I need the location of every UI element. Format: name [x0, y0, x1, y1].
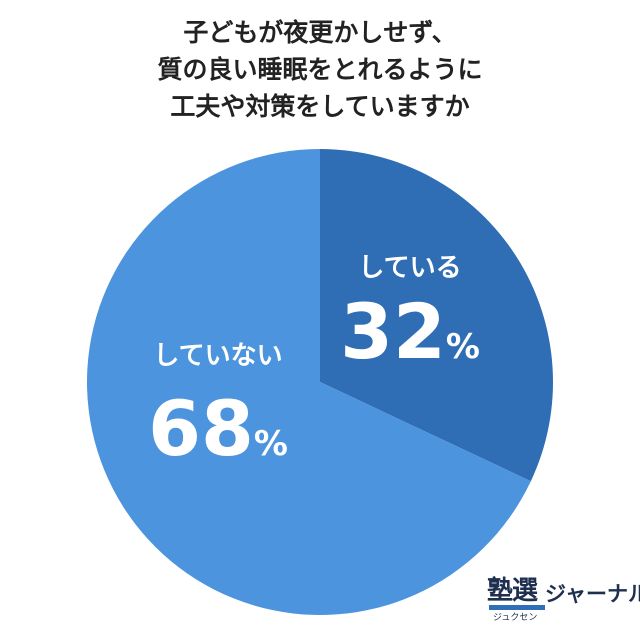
- chart-title-line-2: 質の良い睡眠をとれるように: [157, 55, 483, 84]
- chart-title: 子どもが夜更かしせず、 質の良い睡眠をとれるように 工夫や対策をしていますか: [0, 14, 640, 125]
- slice-value-number-1: 32: [340, 287, 446, 376]
- slice-label-1: している: [358, 253, 461, 283]
- logo-ruby: ジュクセン: [493, 613, 538, 623]
- slice-value-number-2: 68: [148, 384, 254, 473]
- logo-mark: 塾選: [487, 576, 538, 606]
- brand-logo: 塾選 ジュクセン ジャーナル: [487, 568, 640, 626]
- pie-slice-2: [86, 148, 531, 616]
- chart-title-line-3: 工夫や対策をしていますか: [170, 92, 470, 121]
- slice-value-unit-1: %: [446, 327, 480, 367]
- chart-title-line-1: 子どもが夜更かしせず、: [183, 18, 457, 47]
- logo-underline: [489, 605, 545, 610]
- pie-slice-1: [320, 149, 553, 482]
- slice-label-2: していない: [153, 341, 282, 371]
- slice-value-1: 32%: [340, 287, 480, 376]
- slice-value-2: 68%: [148, 384, 288, 473]
- logo-text: ジャーナル: [545, 582, 640, 606]
- slice-value-unit-2: %: [254, 424, 288, 464]
